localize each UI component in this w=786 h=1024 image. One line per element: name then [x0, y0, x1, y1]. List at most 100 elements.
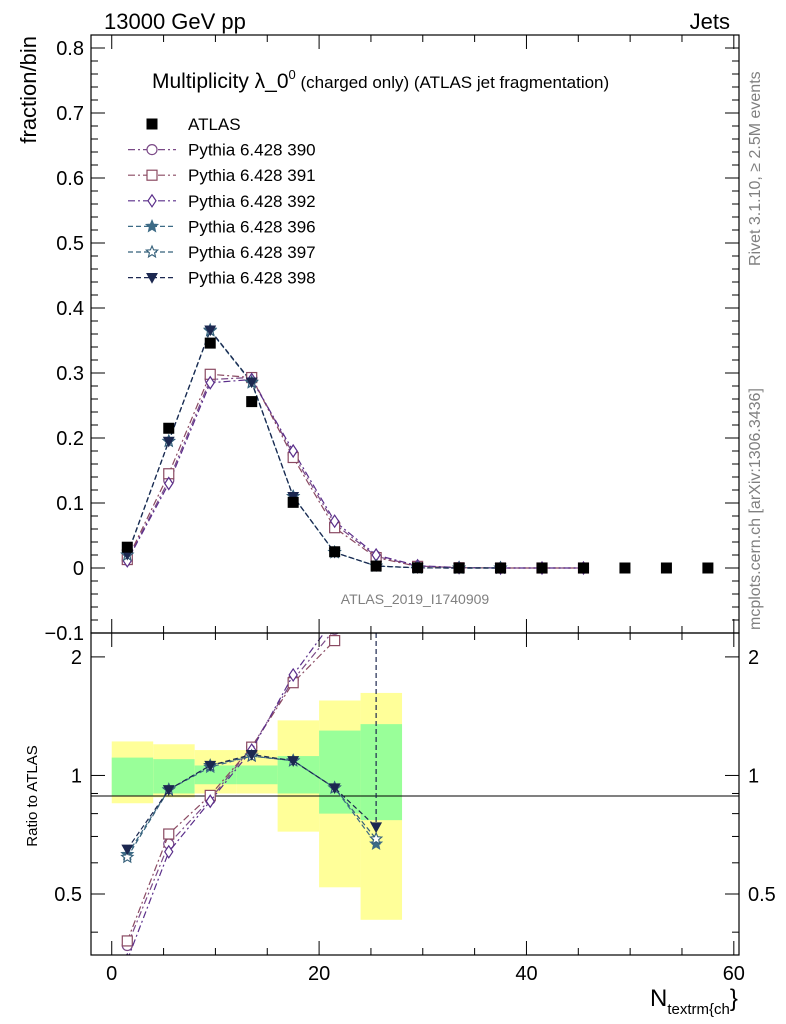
data-point [329, 546, 341, 558]
data-point [702, 562, 714, 574]
ratio-band-stat [319, 730, 361, 814]
legend-entry: Pythia 6.428 392 [128, 192, 316, 211]
data-point [246, 396, 258, 408]
analysis-label: ATLAS_2019_I1740909 [341, 591, 490, 607]
ratio-marker [164, 844, 174, 859]
ratio-band-stat [236, 765, 278, 785]
ratio-series-group [120, 613, 384, 955]
ratio-marker [370, 822, 383, 834]
legend-label: Pythia 6.428 396 [188, 217, 316, 236]
series-marker [205, 375, 215, 390]
series-line [126, 376, 584, 569]
legend-label: Pythia 6.428 391 [188, 166, 316, 185]
ratio-y-tick-label: 2 [71, 647, 82, 669]
ratio-marker [162, 785, 175, 796]
data-point [536, 562, 548, 574]
ratio-marker [287, 756, 300, 767]
series-marker [162, 436, 175, 448]
x-tick-label: 40 [515, 963, 537, 985]
ratio-band-stat [360, 724, 403, 821]
y-tick-label: 0.7 [56, 103, 84, 125]
y-tick-label: 0.2 [56, 428, 84, 450]
axis-ticks [91, 34, 739, 955]
y-tick-label: 0.3 [56, 363, 84, 385]
x-axis-title-main: N [650, 985, 667, 1012]
legend-entry: Pythia 6.428 397 [128, 243, 316, 262]
x-axis-title: Ntextrm{ch} [650, 985, 738, 1018]
axis-tick-labels: 0 20 40 60−0.100.10.20.30.40.50.60.70.80.5 0… [45, 38, 776, 985]
ratio-y-axis-title: Ratio to ATLAS [24, 745, 41, 846]
series-marker [329, 514, 340, 529]
x-tick-label: 20 [308, 963, 330, 985]
rivet-version-label: Rivet 3.1.10, ≥ 2.5M events [747, 71, 764, 266]
x-tick-label: 0 [106, 963, 117, 985]
header-category: Jets [690, 9, 730, 34]
x-tick-label: 60 [723, 963, 745, 985]
legend-marker [146, 169, 158, 181]
x-axis-title-sub: textrm{ch [667, 1001, 730, 1018]
mcplots-label: mcplots.cern.ch [arXiv:1306.3436] [747, 388, 764, 630]
data-point [163, 422, 175, 434]
legend-entry: ATLAS [146, 115, 241, 134]
legend-entry: Pythia 6.428 398 [128, 269, 316, 288]
ratio-marker [121, 844, 134, 856]
y-tick-label: 0.8 [56, 38, 84, 60]
legend: ATLAS Pythia 6.428 390 Pythia 6.428 391 Pyt… [128, 115, 316, 288]
ratio-marker [328, 783, 341, 794]
legend-entry: Pythia 6.428 390 [128, 141, 316, 160]
ratio-line [126, 640, 336, 942]
data-point [370, 560, 382, 572]
legend-marker [147, 193, 157, 208]
ratio-marker [245, 749, 258, 761]
data-point [619, 562, 631, 574]
ratio-marker [120, 849, 135, 864]
legend-label: Pythia 6.428 398 [188, 269, 316, 288]
data-point [121, 541, 133, 553]
series-line [126, 373, 584, 569]
data-point [412, 562, 424, 574]
ratio-marker [163, 828, 175, 840]
ratio-y-tick-label: 0.5 [54, 884, 82, 906]
legend-marker [146, 118, 158, 130]
legend-marker [146, 144, 158, 156]
legend-marker [144, 218, 160, 233]
ratio-line [128, 633, 325, 955]
data-point [453, 562, 465, 574]
chart-title-main: Multiplicity λ_0 [152, 70, 289, 93]
legend-label: Pythia 6.428 392 [188, 192, 316, 211]
y-tick-label: 0 [73, 558, 84, 580]
y-tick-label: 0.4 [56, 298, 84, 320]
series-line [126, 378, 584, 569]
ratio-y-tick-label-right: 1 [748, 765, 759, 787]
data-point [287, 496, 299, 508]
legend-marker [144, 244, 160, 259]
data-point [577, 562, 589, 574]
legend-entry: Pythia 6.428 396 [128, 217, 316, 236]
ratio-band-stat [194, 765, 237, 785]
series-marker [204, 325, 217, 337]
ratio-marker [369, 831, 384, 845]
series-marker [288, 443, 298, 459]
ratio-band-stat [277, 756, 320, 794]
y-tick-label: −0.1 [45, 623, 84, 645]
ratio-y-tick-label-right: 0.5 [748, 884, 776, 906]
chart-title-sup: 0 [289, 67, 296, 82]
x-axis-title-end: } [730, 985, 738, 1012]
ratio-marker [331, 613, 339, 625]
legend-marker [146, 273, 158, 284]
ratio-marker [205, 794, 215, 809]
data-point [495, 562, 507, 574]
ratio-marker [329, 635, 341, 647]
ratio-plot-frame [90, 632, 740, 956]
ratio-marker [369, 836, 384, 850]
legend-label: Pythia 6.428 397 [188, 243, 316, 262]
series-marker [164, 476, 174, 491]
legend-entry: Pythia 6.428 391 [128, 166, 316, 185]
ratio-marker [288, 667, 298, 683]
chart-title: Multiplicity λ_00 (charged only) (ATLAS … [152, 67, 609, 93]
y-tick-label: 0.1 [56, 493, 84, 515]
y-tick-label: 0.5 [56, 233, 84, 255]
header-process: 13000 GeV pp [104, 9, 246, 34]
chart-title-rest: (charged only) (ATLAS jet fragmentation) [296, 73, 609, 92]
